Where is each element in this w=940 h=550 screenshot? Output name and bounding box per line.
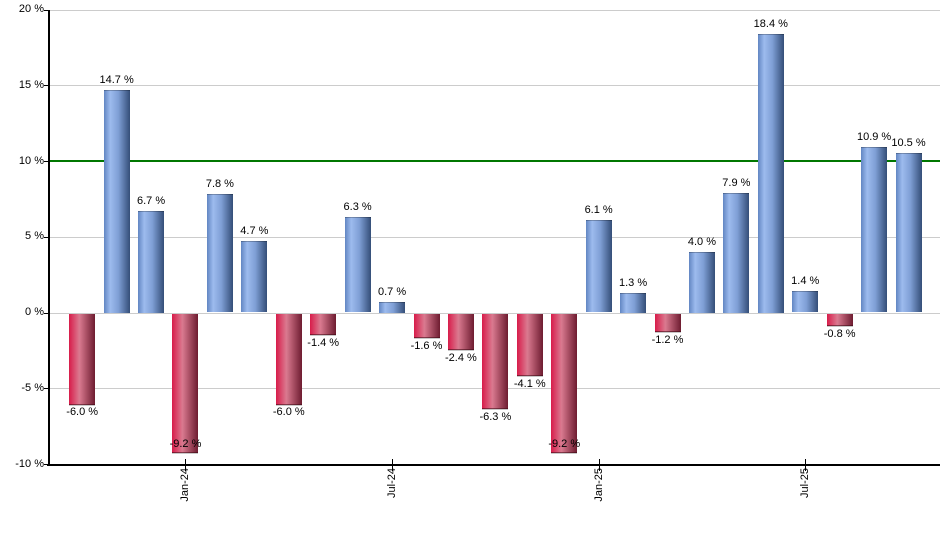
bar-value-label: -0.8 % [823, 328, 856, 340]
bar-value-label: -1.4 % [307, 337, 340, 349]
bar [344, 217, 371, 312]
y-axis-tick [44, 388, 48, 389]
x-axis-tick [805, 459, 806, 471]
x-axis-tick-label: Jul-24 [386, 468, 398, 498]
bar [516, 314, 543, 376]
y-axis-tick [44, 313, 48, 314]
y-axis-tick [44, 237, 48, 238]
bar [379, 302, 406, 313]
bar [723, 193, 750, 313]
bar-value-label: 14.7 % [99, 74, 134, 86]
bar [895, 153, 922, 312]
bar-value-label: 6.1 % [584, 204, 613, 216]
bar [826, 314, 853, 326]
y-axis-tick [44, 161, 48, 162]
y-axis-tick [44, 10, 48, 11]
y-axis-tick-label: -5 % [21, 382, 44, 394]
x-axis-line [47, 464, 940, 466]
bar [310, 314, 337, 335]
bar [241, 241, 268, 312]
grid-line [50, 10, 940, 11]
x-axis-tick-label: Jul-25 [799, 468, 811, 498]
y-axis-tick-label: 15 % [18, 79, 44, 91]
x-axis-tick-label: Jan-24 [179, 468, 191, 502]
bar-value-label: 7.9 % [722, 177, 751, 189]
bar [138, 211, 165, 313]
bar-value-label: 6.3 % [343, 201, 372, 213]
bar-value-label: 1.4 % [791, 275, 820, 287]
bar-value-label: 7.8 % [205, 178, 234, 190]
y-axis-tick-label: 5 % [25, 230, 44, 242]
bar [654, 314, 681, 332]
bar [861, 147, 888, 312]
bar-value-label: -9.2 % [548, 438, 581, 450]
bar [585, 220, 612, 312]
bar [275, 314, 302, 405]
bar-value-label: -6.0 % [66, 406, 99, 418]
bar [551, 314, 578, 453]
bar [757, 34, 784, 313]
bar [688, 252, 715, 313]
grid-line [50, 237, 940, 238]
bar-value-label: -1.2 % [651, 334, 684, 346]
x-axis-tick [392, 459, 393, 471]
bar-value-label: -6.3 % [479, 411, 512, 423]
y-axis-tick-label: 10 % [18, 155, 44, 167]
bar [792, 291, 819, 312]
y-axis-tick-label: 20 % [18, 3, 44, 15]
y-axis-line [48, 9, 50, 466]
grid-line [50, 313, 940, 314]
grid-line [50, 85, 940, 86]
y-axis-tick [44, 464, 48, 465]
bar [413, 314, 440, 338]
bar [447, 314, 474, 350]
threshold-line-10pct [50, 160, 940, 162]
bar-value-label: -1.6 % [410, 340, 443, 352]
bar [620, 293, 647, 313]
bar-value-label: 10.5 % [891, 137, 926, 149]
bar-value-label: 0.7 % [377, 286, 407, 298]
bar-value-label: 18.4 % [753, 18, 788, 30]
x-axis-tick [599, 459, 600, 471]
x-axis-tick-label: Jan-25 [593, 468, 605, 502]
bar-value-label: -2.4 % [445, 352, 477, 364]
bar-value-label: 1.3 % [619, 277, 648, 289]
bar [172, 314, 199, 453]
bar [103, 90, 130, 313]
bar [69, 314, 96, 405]
bar-value-label: 6.7 % [136, 195, 166, 207]
bar [206, 194, 233, 312]
bar [482, 314, 509, 409]
x-axis-tick [185, 459, 186, 471]
y-axis-tick [44, 85, 48, 86]
bar-value-label: 4.0 % [687, 236, 716, 248]
bar-value-label: -9.2 % [169, 438, 202, 450]
bar-value-label: 10.9 % [856, 131, 892, 143]
y-axis-tick-label: 0 % [25, 306, 44, 318]
y-axis-tick-label: -10 % [15, 458, 44, 470]
bar-value-label: 4.7 % [240, 225, 269, 237]
bar-value-label: -4.1 % [513, 378, 546, 390]
bar-value-label: -6.0 % [272, 406, 305, 418]
